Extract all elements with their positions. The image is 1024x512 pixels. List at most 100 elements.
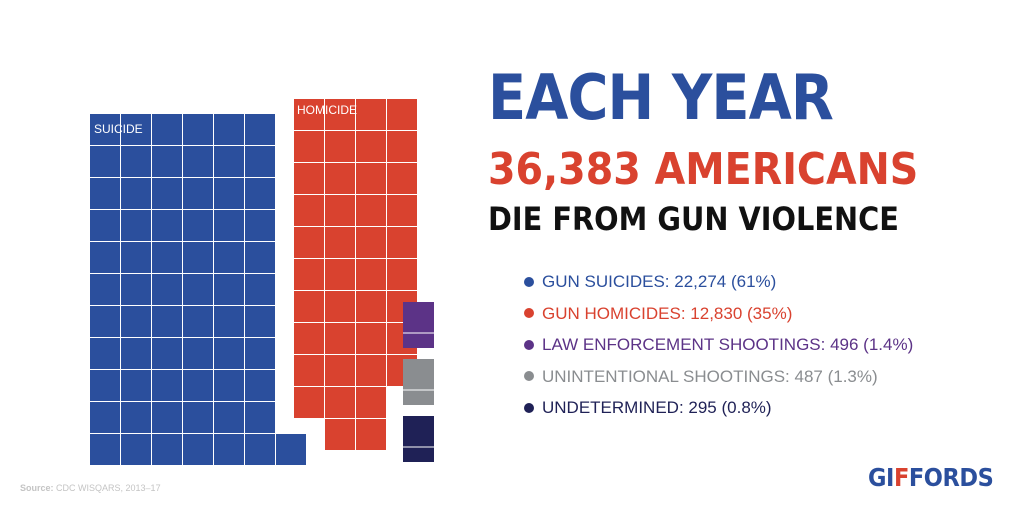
suicide-cell xyxy=(214,146,244,177)
law-enforcement-cell xyxy=(403,302,434,348)
legend-item-homicide: GUN HOMICIDES: 12,830 (35%) xyxy=(524,298,913,330)
legend-item-law-enforcement: LAW ENFORCEMENT SHOOTINGS: 496 (1.4%) xyxy=(524,329,913,361)
legend-label: GUN HOMICIDES: 12,830 (35%) xyxy=(542,303,793,323)
homicide-cell xyxy=(294,163,324,194)
homicide-cell xyxy=(387,227,417,258)
suicide-cell xyxy=(214,434,244,465)
homicide-cell xyxy=(294,227,324,258)
suicide-cell xyxy=(245,146,275,177)
suicide-cell xyxy=(214,210,244,241)
suicide-cell xyxy=(214,114,244,145)
homicide-cell xyxy=(356,131,386,162)
suicide-cell xyxy=(90,338,120,369)
homicide-cell xyxy=(356,195,386,226)
suicide-cell xyxy=(245,178,275,209)
suicide-cell xyxy=(245,210,275,241)
logo-accent: F xyxy=(893,463,909,492)
legend-item-unintentional: UNINTENTIONAL SHOOTINGS: 487 (1.3%) xyxy=(524,361,913,393)
chart-legend: GUN SUICIDES: 22,274 (61%) GUN HOMICIDES:… xyxy=(524,266,913,424)
legend-dot xyxy=(524,402,534,413)
homicide-cell xyxy=(294,195,324,226)
suicide-cell xyxy=(121,338,151,369)
suicide-cell xyxy=(276,434,306,465)
suicide-cell xyxy=(152,178,182,209)
homicide-cell xyxy=(356,99,386,130)
suicide-cell xyxy=(245,434,275,465)
suicide-cell xyxy=(121,178,151,209)
suicide-cell xyxy=(183,434,213,465)
homicide-cell xyxy=(325,355,355,386)
legend-dot xyxy=(524,276,534,287)
suicide-cell xyxy=(183,370,213,401)
suicide-cell xyxy=(152,146,182,177)
suicide-cell xyxy=(90,146,120,177)
suicide-cell xyxy=(214,242,244,273)
suicide-cell xyxy=(121,146,151,177)
suicide-cell xyxy=(152,114,182,145)
homicide-cell xyxy=(325,131,355,162)
homicide-cell xyxy=(387,131,417,162)
suicide-cell xyxy=(183,402,213,433)
suicide-cell xyxy=(121,402,151,433)
homicide-cell xyxy=(294,259,324,290)
suicide-cell xyxy=(90,434,120,465)
homicide-block-label: HOMICIDE xyxy=(297,103,357,117)
suicide-cell xyxy=(90,370,120,401)
suicide-cell xyxy=(90,306,120,337)
homicide-cell xyxy=(325,195,355,226)
suicide-cell xyxy=(152,274,182,305)
suicide-cell xyxy=(183,306,213,337)
homicide-cell xyxy=(325,99,355,130)
homicide-cell xyxy=(325,387,355,418)
homicide-cell xyxy=(294,99,324,130)
source-note: Source: CDC WISQARS, 2013–17 xyxy=(20,483,161,493)
suicide-cell xyxy=(121,242,151,273)
headline-americans-count: 36,383 AMERICANS xyxy=(488,144,919,195)
suicide-cell xyxy=(121,370,151,401)
suicide-cell xyxy=(245,402,275,433)
homicide-cell xyxy=(294,323,324,354)
source-text: CDC WISQARS, 2013–17 xyxy=(56,483,161,493)
homicide-cell xyxy=(294,131,324,162)
suicide-cell xyxy=(90,402,120,433)
homicide-cell xyxy=(356,227,386,258)
undetermined-cell xyxy=(403,416,434,462)
suicide-cell xyxy=(183,114,213,145)
suicide-cell xyxy=(152,370,182,401)
suicide-cell xyxy=(90,274,120,305)
suicide-cell xyxy=(90,114,120,145)
suicide-block-label: SUICIDE xyxy=(94,122,143,136)
legend-dot xyxy=(524,308,534,319)
suicide-cell xyxy=(214,274,244,305)
suicide-cell xyxy=(90,210,120,241)
suicide-cell xyxy=(183,242,213,273)
homicide-cell xyxy=(356,259,386,290)
suicide-cell xyxy=(121,114,151,145)
homicide-cell xyxy=(387,163,417,194)
suicide-cell xyxy=(245,370,275,401)
homicide-cell xyxy=(325,323,355,354)
suicide-cell xyxy=(245,242,275,273)
legend-label: LAW ENFORCEMENT SHOOTINGS: 496 (1.4%) xyxy=(542,335,914,354)
suicide-cell xyxy=(214,370,244,401)
suicide-cell xyxy=(152,306,182,337)
suicide-cell xyxy=(183,210,213,241)
homicide-cell xyxy=(356,291,386,322)
legend-label: UNDETERMINED: 295 (0.8%) xyxy=(542,398,772,417)
waffle-chart: SUICIDE HOMICIDE xyxy=(90,99,434,465)
giffords-logo: GIFFORDS xyxy=(868,463,994,492)
suicide-cell xyxy=(121,434,151,465)
suicide-cell xyxy=(90,242,120,273)
homicide-cell xyxy=(356,419,386,450)
legend-item-undetermined: UNDETERMINED: 295 (0.8%) xyxy=(524,392,913,424)
suicide-cell xyxy=(214,402,244,433)
homicide-cell xyxy=(387,99,417,130)
suicide-cell xyxy=(245,306,275,337)
legend-item-suicide: GUN SUICIDES: 22,274 (61%) xyxy=(524,266,913,298)
suicide-cell xyxy=(152,434,182,465)
legend-label: GUN SUICIDES: 22,274 (61%) xyxy=(542,272,777,291)
homicide-cell xyxy=(294,291,324,322)
homicide-cell xyxy=(325,291,355,322)
homicide-cell xyxy=(294,387,324,418)
suicide-cell xyxy=(152,338,182,369)
